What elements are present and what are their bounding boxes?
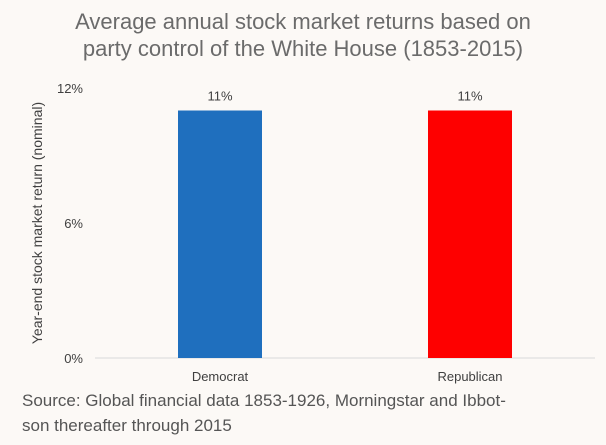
source-note: Source: Global financial data 1853-1926,… [22,388,592,438]
data-label: 11% [207,89,232,104]
bar-democrat [178,110,262,358]
chart-title-line-2: party control of the White House (1853-2… [82,36,524,61]
x-tick-label: Republican [437,369,502,384]
y-tick-label: 12% [57,81,83,96]
bar-republican [428,110,512,358]
source-line-2: son thereafter through 2015 [22,416,232,435]
y-tick-label: 0% [64,351,83,366]
y-tick-label: 6% [64,216,83,231]
x-tick-label: Democrat [192,369,249,384]
source-line-1: Source: Global financial data 1853-1926,… [22,391,506,410]
chart-title-line-1: Average annual stock market returns base… [75,9,531,34]
y-axis-label: Year-end stock market return (nominal) [29,102,45,344]
chart-title: Average annual stock market returns base… [0,8,606,62]
data-label: 11% [457,89,482,104]
